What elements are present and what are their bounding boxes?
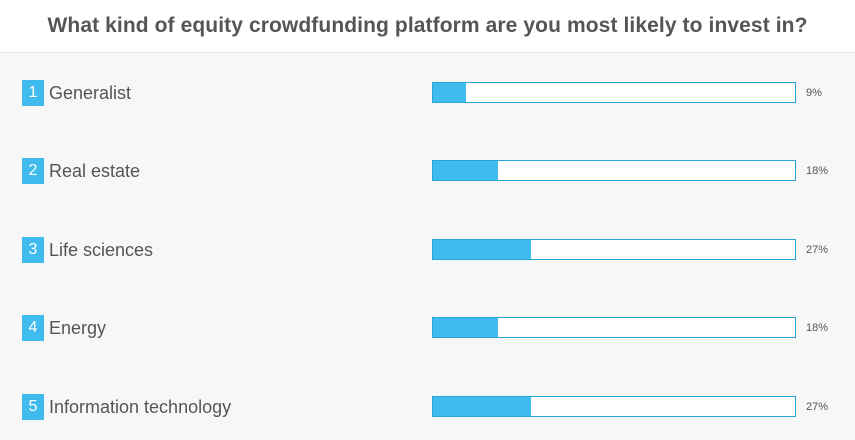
category-label: Life sciences xyxy=(49,240,154,260)
value-label: 9% xyxy=(806,87,822,99)
chart-title: What kind of equity crowdfunding platfor… xyxy=(47,14,808,37)
value-label: 27% xyxy=(806,401,829,413)
category-label: Energy xyxy=(49,318,107,338)
value-label: 18% xyxy=(806,322,829,334)
chart-row: 5 Information technology 27% xyxy=(0,394,855,420)
bar-track xyxy=(432,239,796,260)
category-label: Information technology xyxy=(49,397,232,417)
rank-badge: 3 xyxy=(22,237,44,263)
bar-track xyxy=(432,82,796,103)
bar xyxy=(433,161,499,180)
bar xyxy=(433,83,466,102)
bar xyxy=(433,240,531,259)
chart-header: What kind of equity crowdfunding platfor… xyxy=(0,0,855,53)
rank-badge: 1 xyxy=(22,80,44,106)
rank-badge: 5 xyxy=(22,394,44,420)
bar xyxy=(433,397,531,416)
chart-row: 4 Energy 18% xyxy=(0,315,855,341)
value-label: 18% xyxy=(806,165,829,177)
chart-row: 3 Life sciences 27% xyxy=(0,237,855,263)
category-label: Real estate xyxy=(49,161,141,181)
bar-track xyxy=(432,317,796,338)
chart-panel: 1 Generalist 9% 2 Real estate 18% 3 Life scienc… xyxy=(0,53,855,440)
bar-track xyxy=(432,160,796,181)
bar-track xyxy=(432,396,796,417)
chart-row: 1 Generalist 9% xyxy=(0,80,855,106)
rank-badge: 2 xyxy=(22,158,44,184)
bar xyxy=(433,318,499,337)
rank-badge: 4 xyxy=(22,315,44,341)
chart-row: 2 Real estate 18% xyxy=(0,158,855,184)
category-label: Generalist xyxy=(49,83,132,103)
value-label: 27% xyxy=(806,244,829,256)
